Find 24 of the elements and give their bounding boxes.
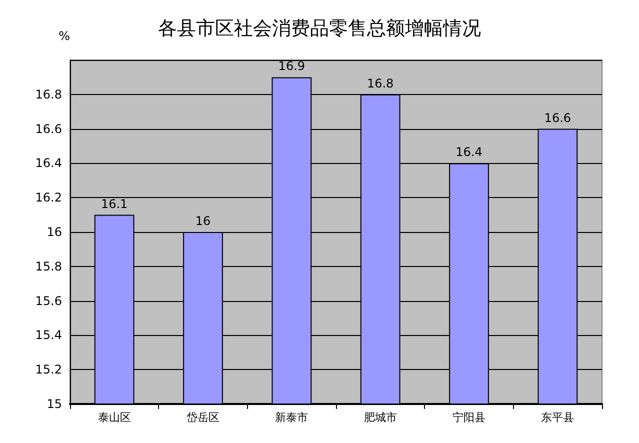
y-tick-label: 16.8: [35, 87, 62, 102]
y-tick-label: 15.2: [35, 362, 62, 377]
x-tick-label: 肥城市: [364, 411, 397, 424]
y-tick-label: 16: [46, 225, 62, 239]
x-tick-label: 东平县: [541, 411, 574, 424]
data-label: 16.4: [456, 145, 482, 160]
y-tick-label: 15.8: [35, 259, 62, 274]
data-label: 16.8: [366, 76, 394, 90]
y-tick-label: 16.4: [35, 156, 62, 170]
y-axis-title: %: [58, 29, 70, 43]
y-tick-label: 16.6: [35, 122, 62, 136]
x-tick-label: 新泰市: [275, 411, 308, 424]
data-label: 16: [195, 214, 211, 228]
x-tick-label: 岱岳区: [186, 411, 220, 424]
chart-title: 各县市区社会消费品零售总额增幅情况: [158, 18, 481, 40]
y-tick-label: 15: [46, 397, 62, 411]
y-tick-label: 15.4: [35, 328, 62, 342]
x-tick-label: 泰山区: [98, 411, 131, 424]
data-label: 16.1: [100, 196, 128, 211]
data-label: 16.9: [278, 59, 306, 74]
y-tick-label: 15.6: [35, 294, 62, 308]
data-label: 16.6: [544, 110, 572, 125]
x-tick-label: 宁阳县: [452, 411, 486, 424]
y-tick-label: 16.2: [35, 190, 62, 205]
